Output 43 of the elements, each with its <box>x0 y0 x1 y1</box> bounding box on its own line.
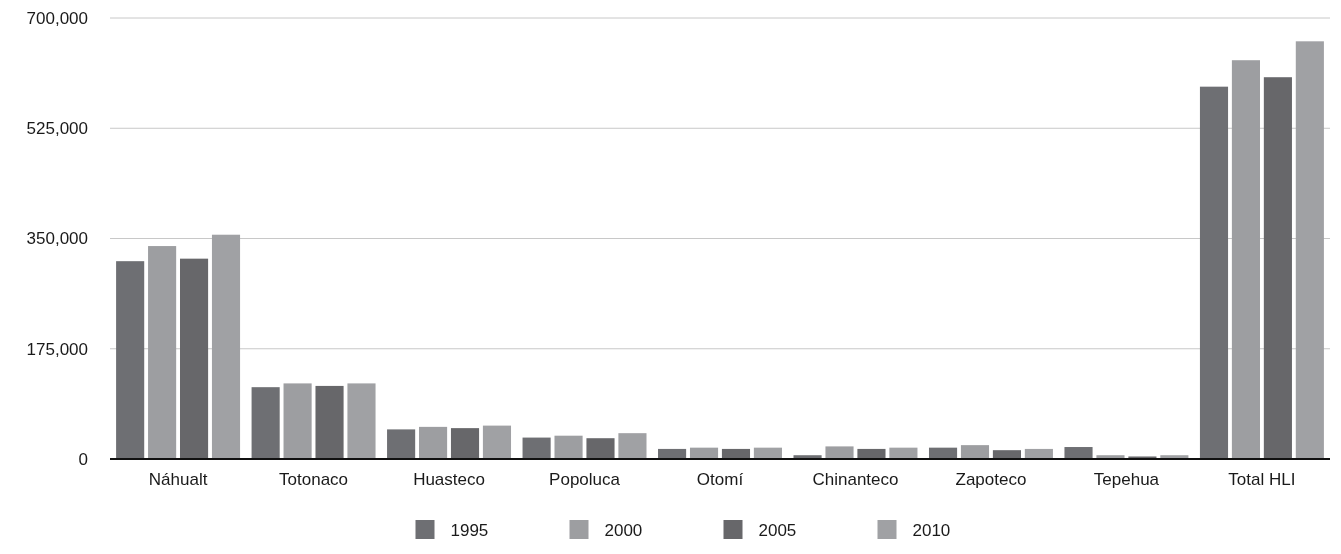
bar <box>992 450 1021 459</box>
x-tick-label: Náhualt <box>148 470 208 490</box>
legend-label: 1995 <box>450 521 489 541</box>
x-tick-label: Tepehua <box>1093 470 1160 490</box>
x-tick-label: Zapoteco <box>955 470 1027 490</box>
bar <box>387 429 416 459</box>
bar <box>857 448 886 459</box>
bar <box>586 438 615 459</box>
y-tick-label: 0 <box>78 449 88 469</box>
bar <box>283 383 312 459</box>
bar <box>419 426 448 459</box>
bar <box>1199 86 1229 459</box>
bar <box>1064 447 1093 459</box>
bar <box>618 433 647 459</box>
y-tick-label: 350,000 <box>26 229 88 249</box>
x-tick-label: Popoluca <box>549 470 621 490</box>
bar <box>522 437 551 459</box>
legend-label: 2000 <box>604 521 643 541</box>
y-tick-label: 525,000 <box>26 119 88 139</box>
y-tick-label: 700,000 <box>26 8 88 28</box>
bar <box>180 258 209 459</box>
bar <box>1295 41 1324 459</box>
legend-label: 2005 <box>758 521 797 541</box>
bar <box>1231 60 1261 459</box>
bar <box>347 383 376 459</box>
bar <box>116 261 145 459</box>
legend-label: 2010 <box>912 521 951 541</box>
x-tick-label: Chinanteco <box>812 470 899 490</box>
bar <box>315 385 344 459</box>
x-tick-label: Huasteco <box>413 470 485 490</box>
bar <box>482 425 512 459</box>
bar <box>554 435 583 459</box>
x-tick-label: Totonaco <box>279 470 349 490</box>
bar <box>960 445 990 459</box>
bar <box>450 428 480 459</box>
bar <box>1263 77 1292 459</box>
y-tick-label: 175,000 <box>26 339 88 359</box>
x-tick-label: Otomí <box>696 470 744 490</box>
bar <box>148 246 177 459</box>
bar <box>825 446 854 459</box>
bar <box>211 234 241 459</box>
bar <box>251 387 280 459</box>
x-tick-label: Total HLI <box>1228 470 1296 490</box>
